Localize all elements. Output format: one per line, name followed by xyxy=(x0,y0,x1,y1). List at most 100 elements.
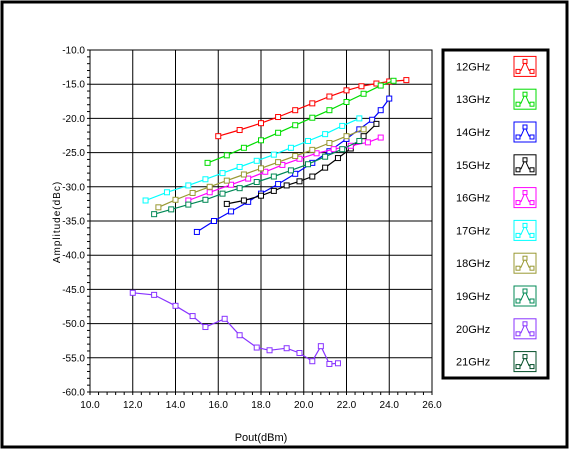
y-tick-label: -15.0 xyxy=(62,80,85,91)
data-point xyxy=(275,114,282,121)
data-point xyxy=(317,343,324,350)
data-point xyxy=(334,155,341,162)
data-point xyxy=(245,175,252,182)
data-point xyxy=(339,122,346,129)
plot-frame xyxy=(89,49,433,393)
legend-item: 19GHz xyxy=(456,285,537,307)
legend-marker xyxy=(522,157,528,163)
series-19GHz xyxy=(151,137,363,218)
legend-marker xyxy=(522,124,528,130)
data-point xyxy=(258,120,264,127)
data-point xyxy=(296,350,303,357)
y-tick-label: -40.0 xyxy=(62,251,85,262)
data-point xyxy=(292,153,299,160)
legend-label: 18GHz xyxy=(456,258,490,270)
data-point xyxy=(292,107,299,114)
data-point xyxy=(228,181,235,188)
x-tick-label: 16.0 xyxy=(209,400,229,411)
legend-marker xyxy=(529,68,535,74)
data-point xyxy=(189,189,196,196)
legend-label: 21GHz xyxy=(456,357,490,369)
legend-marker xyxy=(529,200,535,206)
data-point xyxy=(185,201,192,208)
data-point xyxy=(313,150,320,157)
data-point xyxy=(223,177,230,184)
data-point xyxy=(309,100,316,107)
data-point xyxy=(360,126,367,133)
legend-marker xyxy=(515,68,521,74)
plot-area xyxy=(90,50,432,392)
data-point xyxy=(339,146,346,153)
legend-item: 20GHz xyxy=(456,318,537,340)
legend-marker xyxy=(522,91,528,97)
x-tick-label: 26.0 xyxy=(422,400,442,411)
y-axis-label: Amplitude(dBc) xyxy=(52,181,63,263)
legend-marker xyxy=(522,222,528,228)
data-point xyxy=(202,196,209,203)
data-point xyxy=(377,134,384,141)
data-point xyxy=(151,211,158,218)
data-point xyxy=(253,179,260,186)
data-point xyxy=(283,182,290,189)
data-point xyxy=(228,208,235,215)
data-point xyxy=(129,289,136,296)
data-point xyxy=(266,347,273,354)
data-point xyxy=(202,176,209,183)
x-tick-label: 10.0 xyxy=(80,400,100,411)
data-point xyxy=(322,131,329,138)
legend-marker xyxy=(515,331,521,337)
data-point xyxy=(240,197,247,204)
legend-marker xyxy=(515,167,521,173)
x-tick-label: 20.0 xyxy=(294,400,314,411)
data-point xyxy=(193,228,200,235)
legend-marker xyxy=(522,321,528,327)
data-point xyxy=(305,161,312,168)
data-point xyxy=(356,115,363,122)
data-point xyxy=(287,144,294,151)
data-point xyxy=(240,171,247,178)
data-point xyxy=(142,197,149,204)
y-tick-label: -55.0 xyxy=(62,353,85,364)
data-point xyxy=(309,358,316,365)
legend-item: 17GHz xyxy=(456,219,537,241)
data-point xyxy=(287,167,294,174)
x-axis-label: Pout(dBm) xyxy=(235,432,288,444)
data-point xyxy=(206,183,213,190)
y-tick-label: -10.0 xyxy=(62,46,85,57)
legend-marker xyxy=(522,288,528,294)
data-point xyxy=(275,129,282,136)
legend-label: 20GHz xyxy=(456,324,490,336)
data-point xyxy=(334,360,341,367)
x-tick-label: 18.0 xyxy=(251,400,271,411)
legend-item: 14GHz xyxy=(456,121,537,143)
data-point xyxy=(275,181,282,188)
data-point xyxy=(360,133,367,140)
legend-marker xyxy=(522,354,528,360)
legend-marker xyxy=(529,298,535,304)
data-point xyxy=(168,206,175,213)
data-point xyxy=(296,178,303,185)
data-point xyxy=(221,315,228,322)
data-point xyxy=(219,190,226,197)
data-point xyxy=(292,122,299,129)
data-point xyxy=(270,187,277,194)
series-20GHz xyxy=(129,289,341,367)
legend-marker xyxy=(515,101,521,107)
y-tick-label: -60.0 xyxy=(62,388,85,399)
data-point xyxy=(240,144,247,151)
y-tick-label: -30.0 xyxy=(62,182,85,193)
legend-label: 15GHz xyxy=(456,160,490,172)
data-point xyxy=(270,151,277,158)
data-point xyxy=(262,168,269,175)
data-point xyxy=(253,157,260,164)
data-point xyxy=(364,139,371,146)
data-point xyxy=(189,313,196,320)
legend-label: 14GHz xyxy=(456,127,490,139)
legend-marker xyxy=(515,200,521,206)
legend-marker xyxy=(522,58,528,64)
legend-marker xyxy=(515,298,521,304)
y-tick-label: -45.0 xyxy=(62,285,85,296)
data-point xyxy=(253,344,260,351)
legend-item: 21GHz xyxy=(456,351,537,373)
